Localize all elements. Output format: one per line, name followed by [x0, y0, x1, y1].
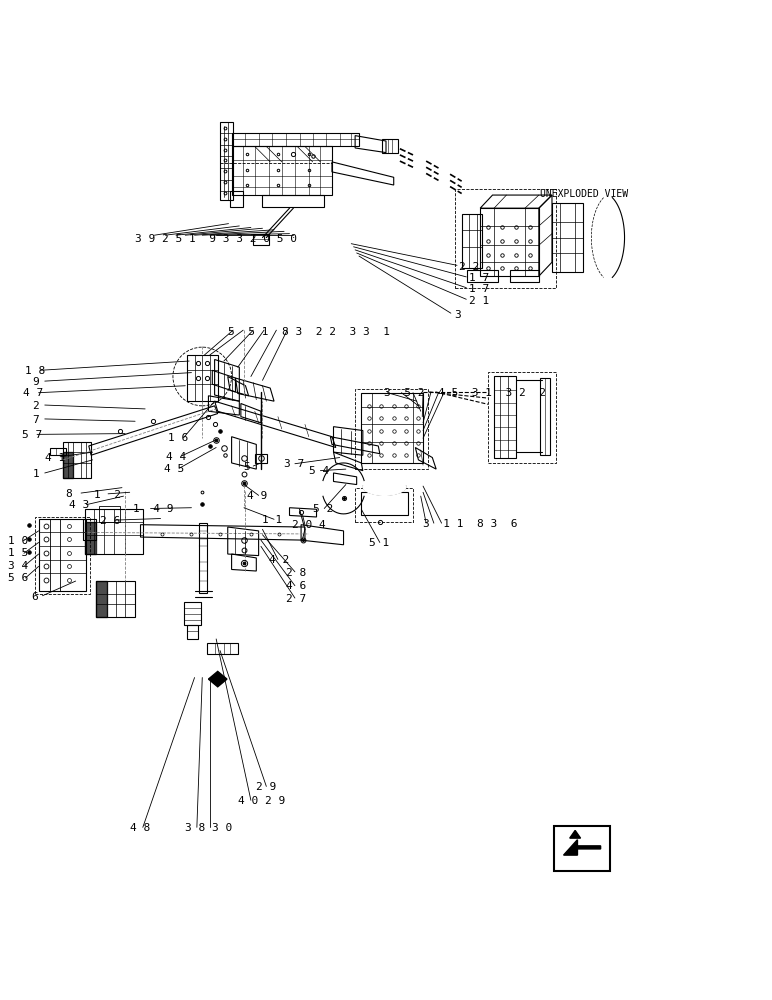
Text: UNEXPLODED VIEW: UNEXPLODED VIEW: [540, 189, 628, 199]
Text: 1 8: 1 8: [25, 366, 45, 376]
Text: 2 8: 2 8: [286, 568, 306, 578]
Text: 3 9 2 5 1  9 3 3 2 0 5 0: 3 9 2 5 1 9 3 3 2 0 5 0: [135, 234, 297, 244]
Polygon shape: [208, 671, 227, 687]
Text: 4 3: 4 3: [69, 500, 90, 510]
Text: 3  1 1  8 3  6: 3 1 1 8 3 6: [423, 519, 517, 529]
Bar: [355, 488, 413, 522]
Text: 4 4: 4 4: [166, 452, 186, 462]
Text: 8: 8: [66, 489, 73, 499]
Text: 5 2: 5 2: [313, 504, 333, 514]
Text: 9: 9: [32, 377, 39, 387]
Text: 2 7: 2 7: [286, 594, 306, 604]
Text: 4 2: 4 2: [269, 555, 289, 565]
Text: 2 2: 2 2: [459, 262, 479, 272]
Text: 4 9: 4 9: [247, 491, 267, 501]
Text: 4 7: 4 7: [23, 388, 43, 398]
Polygon shape: [564, 840, 601, 855]
Text: 7: 7: [32, 415, 39, 425]
Text: 5 1: 5 1: [369, 538, 389, 548]
Text: 3 4: 3 4: [8, 561, 28, 571]
Text: 1 1: 1 1: [262, 515, 283, 525]
Text: 5 6: 5 6: [8, 573, 28, 583]
Text: 6: 6: [31, 591, 38, 601]
Polygon shape: [63, 452, 73, 478]
Text: 4 8: 4 8: [130, 823, 150, 833]
Text: 2: 2: [32, 401, 39, 411]
Text: 4 5: 4 5: [164, 464, 184, 474]
Text: 2 6: 2 6: [100, 516, 120, 526]
Text: 3  5 2  4 5  3 1  3 2  2: 3 5 2 4 5 3 1 3 2 2: [384, 388, 547, 398]
Polygon shape: [96, 581, 107, 617]
Polygon shape: [85, 522, 96, 554]
Text: 1 7: 1 7: [469, 273, 489, 283]
Text: 1  4 9: 1 4 9: [133, 504, 173, 514]
Text: 5 4: 5 4: [309, 466, 329, 476]
Text: 4 6: 4 6: [286, 581, 306, 591]
Text: 1 5: 1 5: [8, 548, 28, 558]
Text: 5  5 1  8 3  2 2  3 3  1: 5 5 1 8 3 2 2 3 3 1: [228, 327, 390, 337]
Text: 3 7: 3 7: [284, 459, 304, 469]
Text: 4 1: 4 1: [45, 453, 65, 463]
Text: 3: 3: [454, 310, 461, 320]
Bar: [554, 826, 610, 871]
Text: 5 7: 5 7: [22, 430, 42, 440]
Bar: [455, 189, 556, 288]
Text: 1 0: 1 0: [8, 536, 28, 546]
Polygon shape: [363, 486, 406, 495]
Text: 2 9: 2 9: [256, 782, 276, 792]
Text: 2 1: 2 1: [469, 296, 489, 306]
Polygon shape: [570, 830, 581, 838]
Text: 1 7: 1 7: [469, 284, 489, 294]
Text: 5: 5: [243, 462, 250, 472]
Text: 1 6: 1 6: [168, 433, 188, 443]
Text: 4 0 2 9: 4 0 2 9: [238, 796, 285, 806]
Text: 1: 1: [32, 469, 39, 479]
Bar: [355, 389, 428, 469]
Bar: [488, 372, 556, 463]
Bar: [99, 506, 120, 522]
Bar: [35, 517, 90, 594]
Text: 3 8 3 0: 3 8 3 0: [185, 823, 232, 833]
Text: 2 0 4: 2 0 4: [292, 520, 326, 530]
Text: 1  2: 1 2: [94, 490, 121, 500]
